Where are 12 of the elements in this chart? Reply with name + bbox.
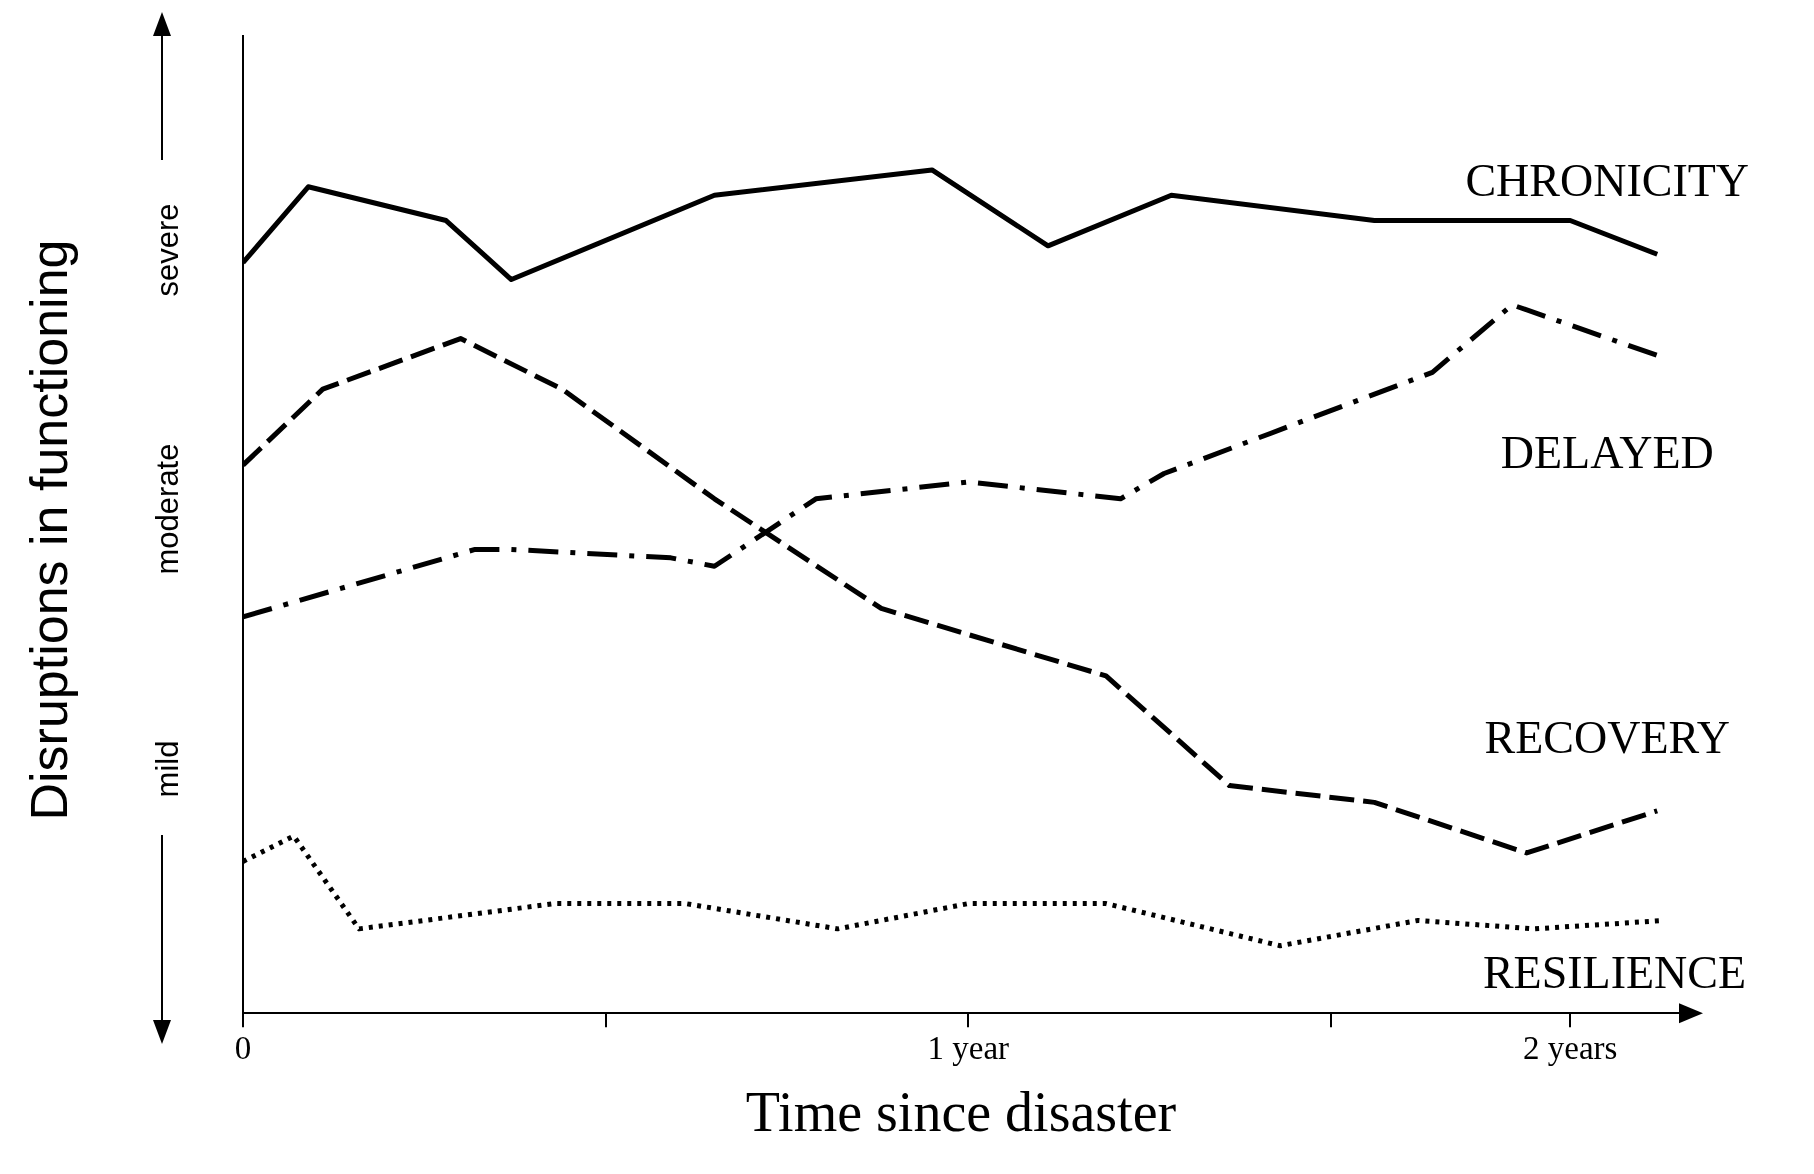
text: mild xyxy=(150,740,186,798)
series-label: RESILIENCE xyxy=(1482,946,1747,998)
text: severe xyxy=(150,203,186,297)
series-label: RECOVERY xyxy=(1484,711,1730,763)
text: moderate xyxy=(150,443,186,575)
x-tick-label: 0 xyxy=(234,1029,252,1066)
x-tick-label: 1 year xyxy=(927,1029,1010,1066)
series-label: CHRONICITY xyxy=(1465,155,1750,207)
x-axis-title: Time since disaster xyxy=(745,1081,1177,1144)
series-label: DELAYED xyxy=(1500,426,1714,478)
x-tick-label: 2 years xyxy=(1523,1029,1618,1066)
y-axis-title: Disruptions in functioning xyxy=(19,239,79,821)
